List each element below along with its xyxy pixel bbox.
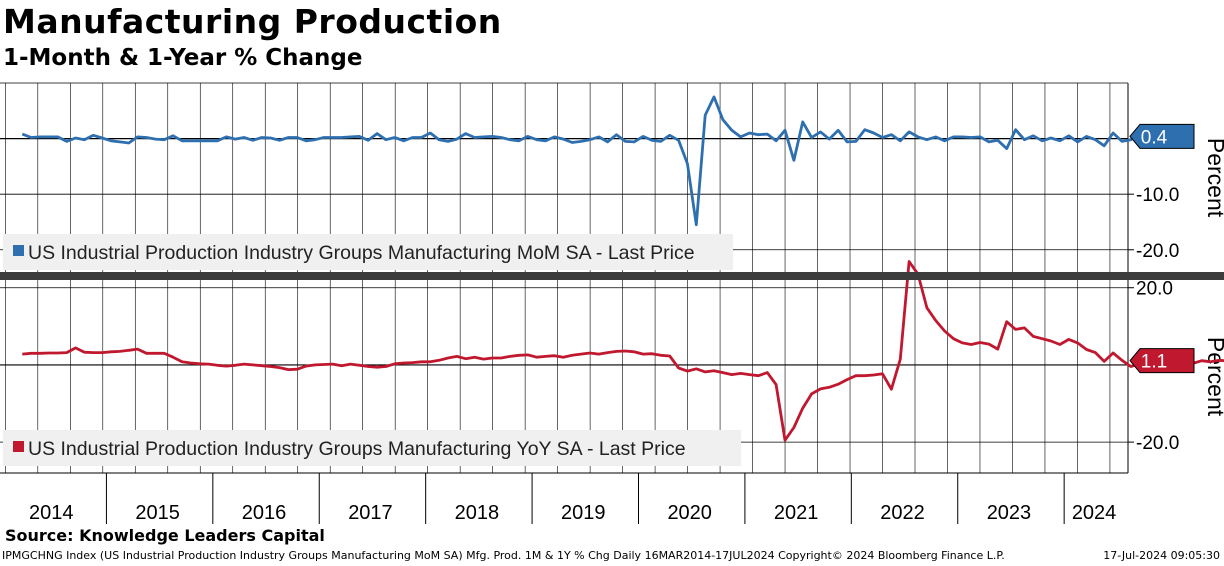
legend-label: US Industrial Production Industry Groups… <box>28 438 686 460</box>
y-axis-title: Percent <box>1203 337 1224 417</box>
last-value-tag <box>1129 348 1195 374</box>
panel-mom: -10.0 -20.0 Percent 0.4 US Industrial Produc… <box>0 82 1224 272</box>
chart-subtitle: 1-Month & 1-Year % Change <box>3 45 363 71</box>
y-tick-label: 20.0 <box>1136 279 1173 300</box>
legend-swatch <box>13 441 24 452</box>
x-tick-label: 2024 <box>1072 502 1117 524</box>
footer-index-info: IPMGCHNG Index (US Industrial Production… <box>2 549 1005 562</box>
y-tick-label: -10.0 <box>1136 185 1179 206</box>
last-value-tag <box>1129 123 1195 149</box>
x-tick-label: 2017 <box>348 502 393 524</box>
x-tick-label: 2023 <box>987 502 1032 524</box>
x-tick-label: 2018 <box>455 502 500 524</box>
legend-label: US Industrial Production Industry Groups… <box>28 242 695 264</box>
x-tick-label: 2015 <box>135 502 180 524</box>
x-tick-label: 2016 <box>242 502 287 524</box>
x-tick-label: 2021 <box>774 502 819 524</box>
footer: IPMGCHNG Index (US Industrial Production… <box>2 549 1222 562</box>
x-tick-label: 2019 <box>561 502 606 524</box>
last-value-label: 0.4 <box>1141 127 1168 148</box>
legend-box <box>3 430 741 466</box>
series-line-mom <box>21 95 1150 227</box>
chart-title: Manufacturing Production <box>3 2 502 41</box>
last-value-label: 1.1 <box>1141 352 1167 373</box>
y-axis-title: Percent <box>1203 138 1224 218</box>
footer-timestamp: 17-Jul-2024 09:05:30 <box>1103 549 1220 562</box>
y-tick-label: -20.0 <box>1136 433 1179 454</box>
x-tick-label: 2014 <box>29 502 74 524</box>
x-tick-label: 2020 <box>667 502 712 524</box>
source-text: Source: Knowledge Leaders Capital <box>5 526 325 545</box>
y-tick-label: -20.0 <box>1136 241 1179 262</box>
legend-swatch <box>13 245 24 256</box>
series-line-yoy <box>22 260 1224 442</box>
panel-yoy: 20.0 -20.0 Percent 1.1 US Industrial Product… <box>0 260 1224 473</box>
legend-box <box>3 234 733 270</box>
x-tick-label: 2022 <box>880 502 925 524</box>
x-axis: 2014 2015 2016 2017 2018 2019 2020 2021 2022 2023… <box>0 472 1128 524</box>
panel-divider <box>0 272 1224 280</box>
